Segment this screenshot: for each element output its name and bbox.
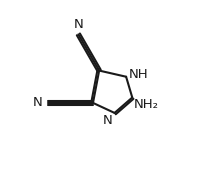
Text: N: N <box>33 96 43 109</box>
Text: NH: NH <box>129 68 148 81</box>
Text: N: N <box>73 18 83 31</box>
Text: NH₂: NH₂ <box>134 98 159 111</box>
Text: N: N <box>102 114 112 127</box>
